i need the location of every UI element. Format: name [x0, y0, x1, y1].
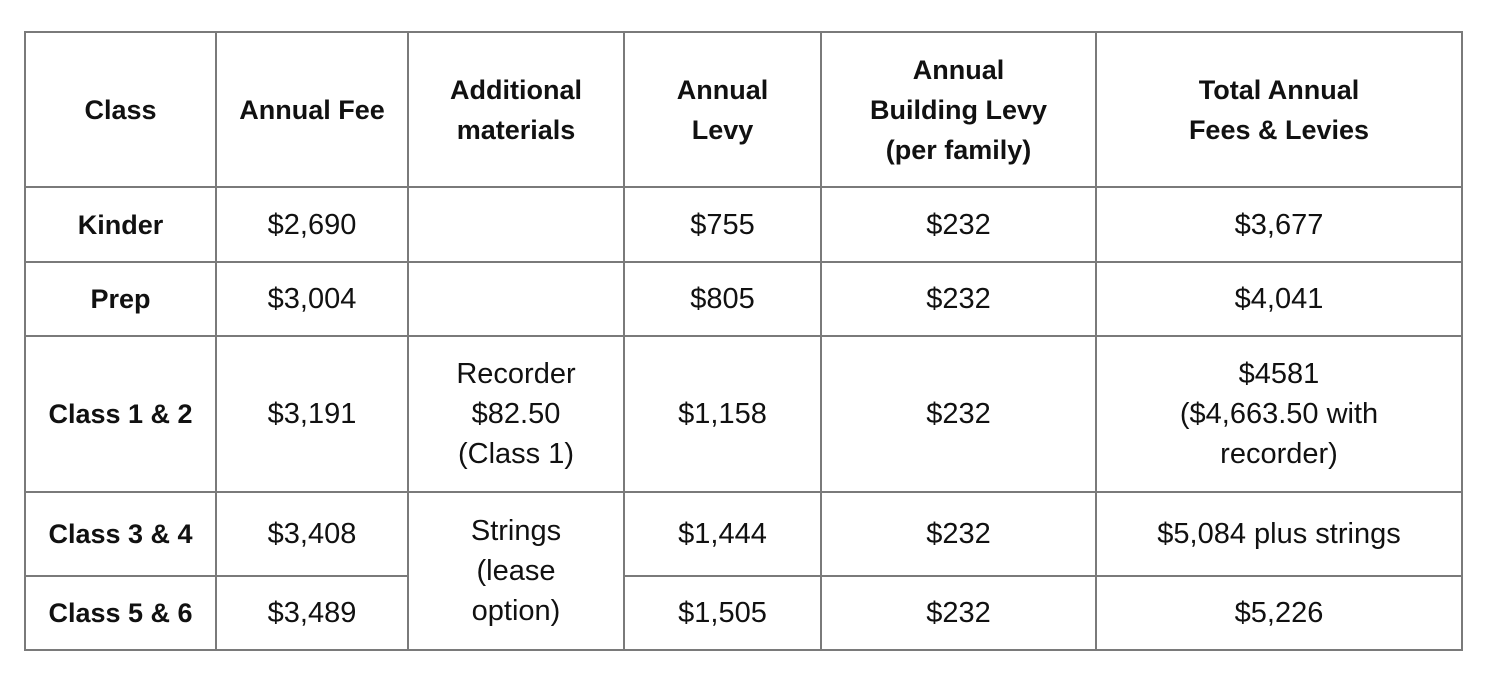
building-levy-cell: $232: [820, 491, 1097, 577]
annual-levy-cell: $1,444: [623, 491, 822, 577]
additional-materials-cell: [407, 261, 625, 337]
total-cell: $3,677: [1095, 186, 1463, 263]
annual-fee-cell: $3,489: [215, 575, 409, 651]
table-row-class-3-4: Class 3 & 4 $3,408 Strings (lease option…: [24, 491, 1463, 651]
building-levy-cell: $232: [820, 575, 1097, 651]
row-class-label: Class 1 & 2: [24, 335, 217, 493]
row-class-label: Prep: [24, 261, 217, 337]
table-row-prep: Prep $3,004 $805 $232 $4,041: [24, 261, 1463, 337]
header-total: Total Annual Fees & Levies: [1095, 31, 1463, 188]
table-row-kinder: Kinder $2,690 $755 $232 $3,677: [24, 186, 1463, 263]
header-building-levy: Annual Building Levy (per family): [820, 31, 1097, 188]
annual-fee-cell: $2,690: [215, 186, 409, 263]
table-row-class-5-6: Class 5 & 6 $3,489 $1,505 $232 $5,226: [24, 575, 1463, 651]
row-class-label: Class 5 & 6: [24, 575, 217, 651]
additional-materials-cell: [407, 186, 625, 263]
annual-fee-cell: $3,408: [215, 491, 409, 577]
header-annual-fee: Annual Fee: [215, 31, 409, 188]
total-cell: $4581 ($4,663.50 with recorder): [1095, 335, 1463, 493]
annual-levy-cell: $1,158: [623, 335, 822, 493]
row-class-label: Class 3 & 4: [24, 491, 217, 577]
building-levy-cell: $232: [820, 186, 1097, 263]
building-levy-cell: $232: [820, 335, 1097, 493]
additional-materials-cell: Strings (lease option): [407, 491, 625, 651]
total-cell: $5,084 plus strings: [1095, 491, 1463, 577]
annual-levy-cell: $805: [623, 261, 822, 337]
table-row-class-1-2: Class 1 & 2 $3,191 Recorder $82.50 (Clas…: [24, 335, 1463, 493]
row-class-label: Kinder: [24, 186, 217, 263]
fees-table: Class Annual Fee Additional materials An…: [24, 31, 1463, 651]
annual-levy-cell: $1,505: [623, 575, 822, 651]
total-cell: $5,226: [1095, 575, 1463, 651]
table-header-row: Class Annual Fee Additional materials An…: [24, 31, 1463, 188]
annual-fee-cell: $3,191: [215, 335, 409, 493]
header-class: Class: [24, 31, 217, 188]
header-annual-levy: Annual Levy: [623, 31, 822, 188]
annual-fee-cell: $3,004: [215, 261, 409, 337]
total-cell: $4,041: [1095, 261, 1463, 337]
annual-levy-cell: $755: [623, 186, 822, 263]
header-additional-materials: Additional materials: [407, 31, 625, 188]
additional-materials-cell: Recorder $82.50 (Class 1): [407, 335, 625, 493]
building-levy-cell: $232: [820, 261, 1097, 337]
